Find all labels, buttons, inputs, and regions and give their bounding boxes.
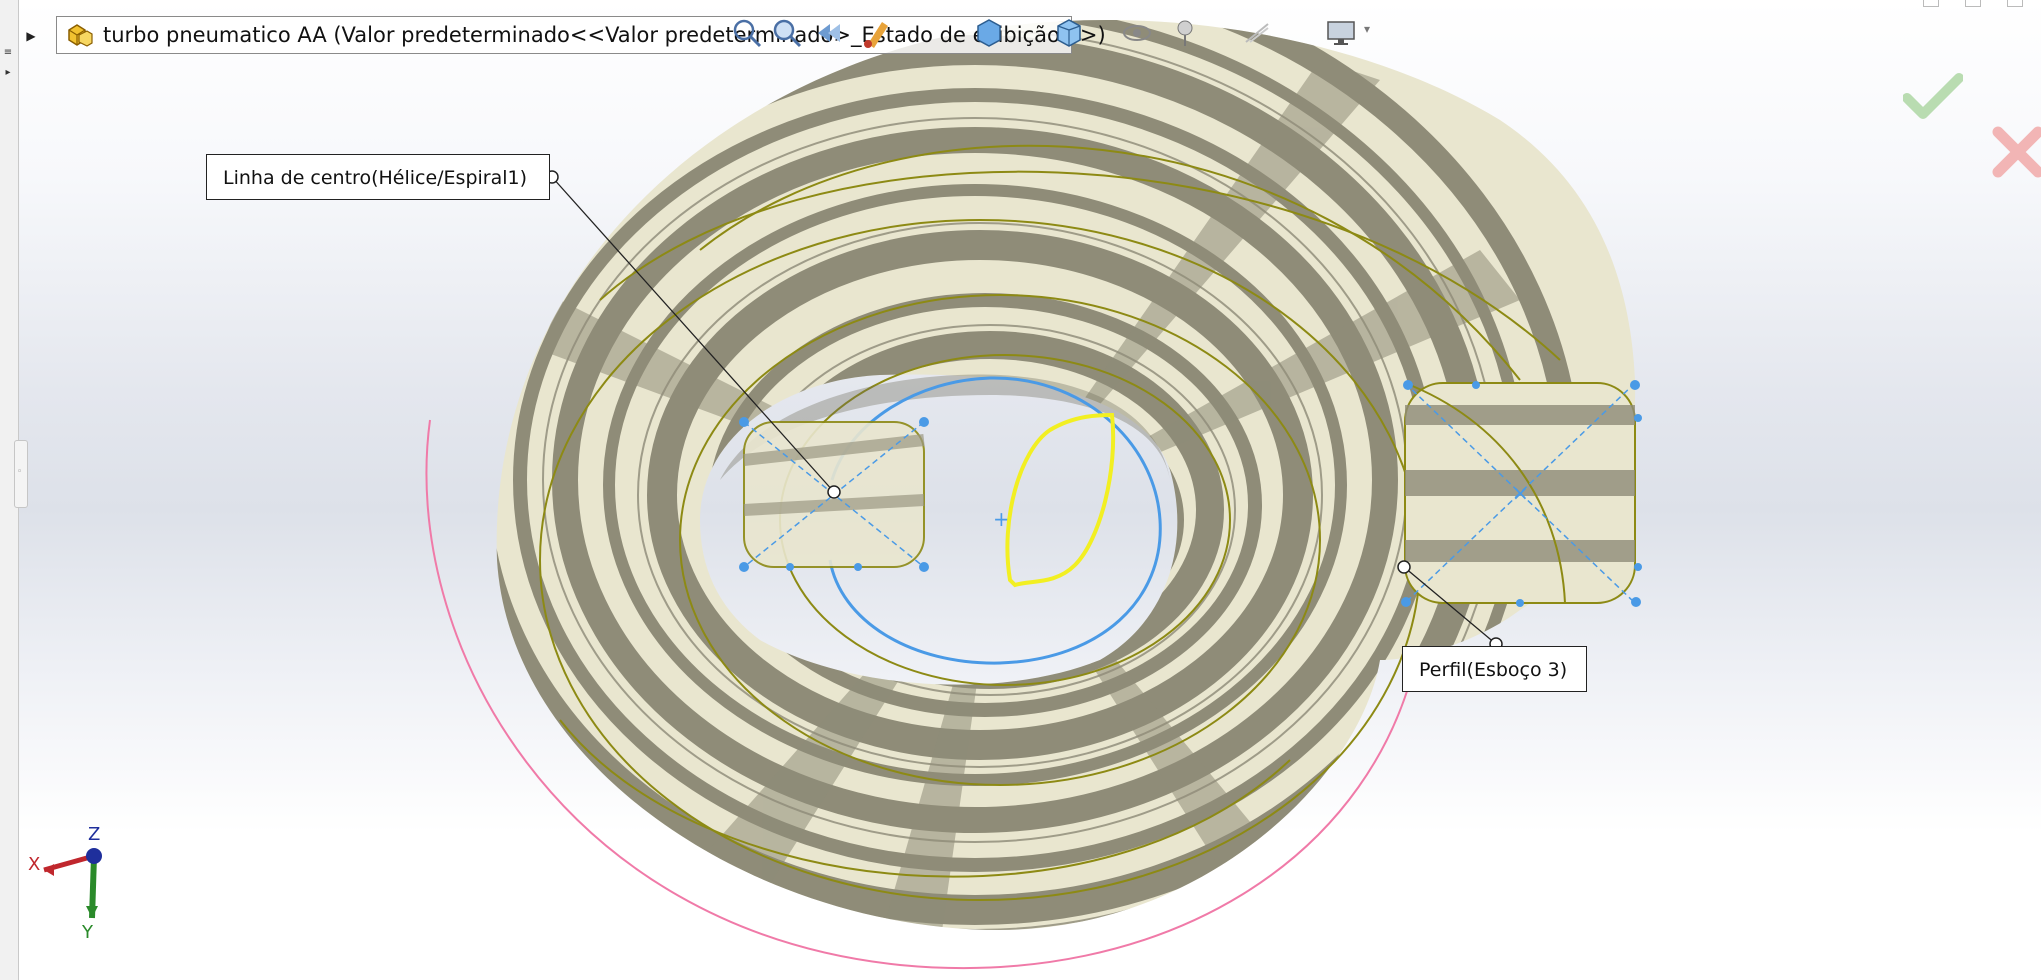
panel-menu-icon[interactable]: ≡: [3, 47, 13, 58]
right-profile-sketch[interactable]: ×: [1401, 380, 1642, 607]
profile-leader: [1403, 566, 1497, 645]
document-title: turbo pneumatico AA (Valor predeterminad…: [103, 23, 1106, 47]
triad-z-label: Z: [88, 824, 100, 845]
restore-icon[interactable]: [1965, 0, 1981, 7]
zoom-area-icon[interactable]: [770, 16, 804, 50]
centerline-leader: [551, 176, 835, 493]
center-point-marker: +: [993, 507, 1010, 531]
profile-callout[interactable]: Perfil(Esboço 3): [1402, 646, 1587, 692]
zoom-to-fit-icon[interactable]: [730, 16, 764, 50]
document-title-row[interactable]: turbo pneumatico AA (Valor predeterminad…: [56, 16, 1106, 54]
triad-y-label: Y: [81, 922, 94, 940]
monitor-icon[interactable]: [1324, 16, 1358, 50]
display-style-icon[interactable]: [1052, 16, 1086, 50]
green-check-icon[interactable]: [1903, 70, 1963, 122]
helix-center-circle[interactable]: [828, 376, 1162, 665]
edit-appearance-icon[interactable]: [860, 16, 894, 50]
feature-tree-root-row[interactable]: ▶: [22, 20, 40, 52]
apply-scene-icon[interactable]: [1168, 16, 1202, 50]
tree-expand-arrow-icon[interactable]: ▶: [26, 29, 36, 43]
part-assembly-icon: [68, 24, 93, 47]
svg-text:×: ×: [1512, 481, 1529, 505]
reference-triad[interactable]: X Z Y: [22, 820, 112, 940]
centerline-callout[interactable]: Linha de centro(Hélice/Espiral1): [206, 154, 550, 200]
minimize-icon[interactable]: [1923, 0, 1939, 7]
previous-view-icon[interactable]: [812, 16, 846, 50]
view-settings-icon[interactable]: [1240, 16, 1274, 50]
monitor-dropdown-icon[interactable]: ▾: [1364, 22, 1371, 36]
view-orientation-icon[interactable]: [972, 16, 1006, 50]
panel-expand-icon[interactable]: ▸: [5, 67, 11, 78]
panel-collapse-handle[interactable]: ◦: [14, 440, 28, 508]
inner-hole-shadow: [720, 374, 1170, 480]
window-controls: [1923, 0, 2023, 8]
triad-x-label: X: [28, 854, 40, 875]
hide-show-icon[interactable]: [1120, 16, 1154, 50]
heads-up-view-toolbar: ▾: [720, 12, 1400, 56]
red-x-icon[interactable]: [1990, 124, 2041, 180]
selected-loop[interactable]: [1005, 412, 1116, 588]
close-icon[interactable]: [2007, 0, 2023, 7]
